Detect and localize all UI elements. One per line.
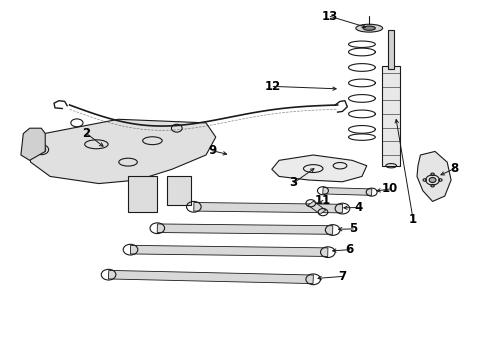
Polygon shape [417, 152, 451, 202]
Text: 1: 1 [409, 213, 417, 226]
Polygon shape [272, 155, 367, 182]
Text: 8: 8 [450, 162, 459, 175]
Ellipse shape [37, 147, 46, 153]
Text: 5: 5 [349, 222, 357, 235]
Polygon shape [194, 203, 343, 213]
Polygon shape [157, 224, 333, 234]
Text: 12: 12 [265, 80, 281, 93]
Polygon shape [108, 270, 314, 284]
Polygon shape [21, 128, 45, 160]
Text: 9: 9 [208, 144, 217, 157]
Text: 11: 11 [315, 194, 331, 207]
Text: 13: 13 [322, 10, 339, 23]
Text: 2: 2 [83, 127, 91, 140]
Text: 10: 10 [382, 183, 398, 195]
Bar [167, 176, 192, 205]
Polygon shape [130, 246, 328, 256]
Ellipse shape [429, 177, 436, 183]
Ellipse shape [363, 26, 375, 30]
Ellipse shape [356, 24, 383, 32]
Polygon shape [26, 119, 216, 184]
Polygon shape [323, 188, 372, 195]
Text: 4: 4 [354, 201, 363, 214]
Text: 6: 6 [345, 243, 354, 256]
Bar [388, 30, 394, 69]
Bar [128, 176, 157, 212]
Polygon shape [308, 201, 326, 214]
Text: 3: 3 [290, 176, 298, 189]
Text: 7: 7 [339, 270, 346, 283]
Bar [382, 66, 400, 166]
